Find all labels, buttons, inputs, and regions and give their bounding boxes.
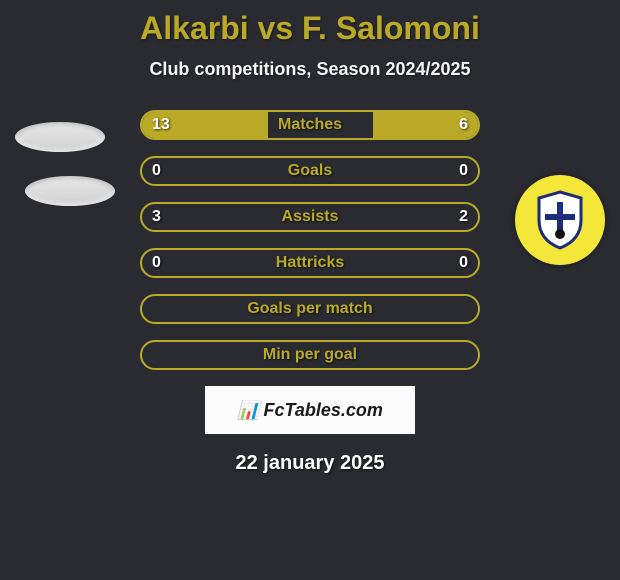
footer-date: 22 january 2025 [0, 452, 620, 475]
stat-value-left: 13 [152, 116, 170, 134]
stat-value-right: 0 [459, 162, 468, 180]
stat-label: Assists [282, 208, 339, 226]
right-club-badge [515, 175, 605, 265]
stat-label: Goals [288, 162, 332, 180]
shield-icon [535, 190, 585, 250]
stat-label: Matches [278, 116, 342, 134]
stat-value-right: 6 [459, 116, 468, 134]
stat-label: Hattricks [276, 254, 344, 272]
stat-value-left: 0 [152, 162, 161, 180]
stat-row: 13 6 Matches [140, 110, 480, 140]
brand-text: FcTables.com [264, 400, 383, 421]
stat-value-left: 3 [152, 208, 161, 226]
stat-value-right: 2 [459, 208, 468, 226]
stat-row: 3 2 Assists [140, 202, 480, 232]
stat-value-right: 0 [459, 254, 468, 272]
stat-label: Goals per match [247, 300, 372, 318]
stats-block: 13 6 Matches 0 0 Goals 3 2 Assists 0 0 Hattricks Goa… [140, 110, 480, 370]
left-player-avatar-placeholder-2 [25, 176, 115, 206]
stat-row: Min per goal [140, 340, 480, 370]
stat-row: 0 0 Goals [140, 156, 480, 186]
stat-row: 0 0 Hattricks [140, 248, 480, 278]
left-player-avatar-placeholder-1 [15, 122, 105, 152]
page-title: Alkarbi vs F. Salomoni [0, 10, 620, 47]
stat-row: Goals per match [140, 294, 480, 324]
subtitle: Club competitions, Season 2024/2025 [0, 59, 620, 80]
stat-label: Min per goal [263, 346, 357, 364]
chart-icon: 📊 [237, 400, 259, 421]
stat-value-left: 0 [152, 254, 161, 272]
brand-logo: 📊 FcTables.com [205, 386, 415, 434]
